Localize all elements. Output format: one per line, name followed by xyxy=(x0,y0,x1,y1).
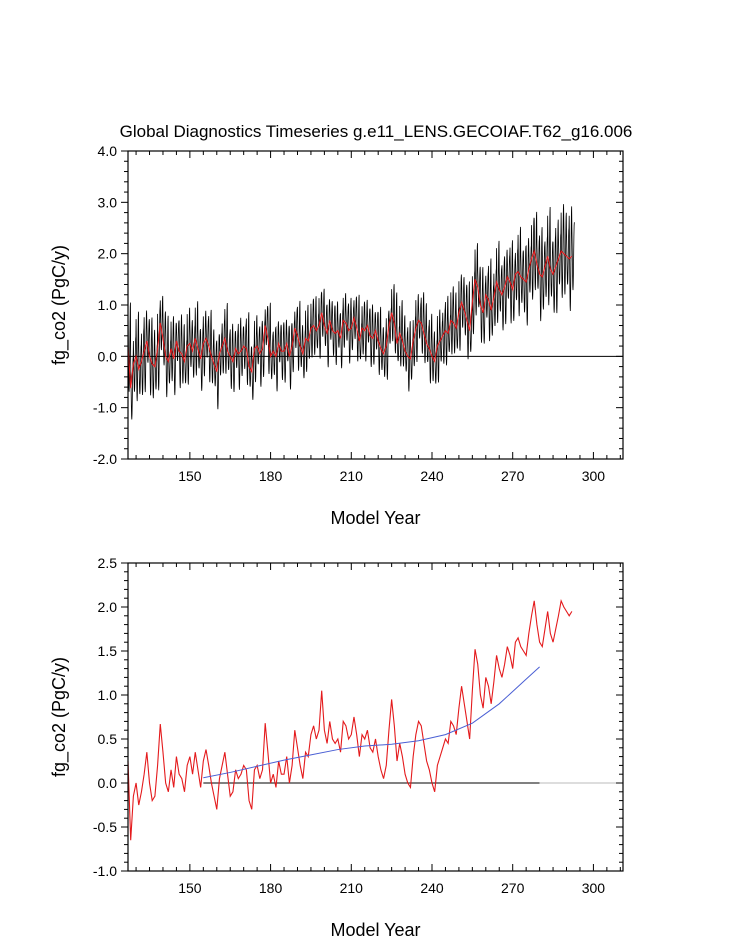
y-tick-label: -1.0 xyxy=(93,863,117,879)
y-tick-label: 2.5 xyxy=(98,555,118,571)
y-tick-label: 1.0 xyxy=(98,297,118,313)
x-tick-label: 150 xyxy=(178,468,202,484)
y-tick-label: 3.0 xyxy=(98,194,118,210)
top-timeseries-panel: 150 180 210 240 270 300 -2.0 -1.0 0.0 1.0 2.0 3.0 4.… xyxy=(49,143,624,528)
x-tick-label: 270 xyxy=(501,880,525,896)
x-tick-label: 270 xyxy=(501,468,525,484)
y-tick-label: -1.0 xyxy=(93,400,117,416)
x-tick-label: 180 xyxy=(259,468,283,484)
y-tick-label: 2.0 xyxy=(98,599,118,615)
x-tick-label: 180 xyxy=(259,880,283,896)
y-tick-label: -2.0 xyxy=(93,451,117,467)
x-tick-label: 300 xyxy=(582,468,606,484)
y-axis-label: fg_co2 (PgC/y) xyxy=(49,245,70,365)
x-tick-label: 210 xyxy=(340,468,364,484)
x-axis-label: Model Year xyxy=(330,508,420,528)
y-tick-label: 2.0 xyxy=(98,246,118,262)
x-tick-label: 240 xyxy=(420,880,444,896)
x-tick-label: 210 xyxy=(340,880,364,896)
plot-frame xyxy=(127,562,624,872)
bottom-annual-panel: 150 180 210 240 270 300 -1.0 -0.5 0.0 0.5 1.0 1.5 2.… xyxy=(49,555,624,940)
y-tick-label: 0.0 xyxy=(98,348,118,364)
x-tick-label: 150 xyxy=(178,880,202,896)
y-tick-label: 0.0 xyxy=(98,775,118,791)
annual-mean-line xyxy=(127,598,573,841)
y-tick-label: 1.5 xyxy=(98,643,118,659)
annual-mean-line xyxy=(127,249,573,389)
y-tick-label: 0.5 xyxy=(98,731,118,747)
trend-fit-line xyxy=(203,666,540,779)
chart-title: Global Diagnostics Timeseries g.e11_LENS… xyxy=(120,122,633,141)
y-axis-label: fg_co2 (PgC/y) xyxy=(49,657,70,777)
x-tick-label: 300 xyxy=(582,880,606,896)
x-axis-label: Model Year xyxy=(330,920,420,940)
y-tick-label: -0.5 xyxy=(93,819,117,835)
y-tick-label: 4.0 xyxy=(98,143,118,159)
x-tick-label: 240 xyxy=(420,468,444,484)
y-tick-label: 1.0 xyxy=(98,687,118,703)
monthly-series-line xyxy=(127,204,575,420)
